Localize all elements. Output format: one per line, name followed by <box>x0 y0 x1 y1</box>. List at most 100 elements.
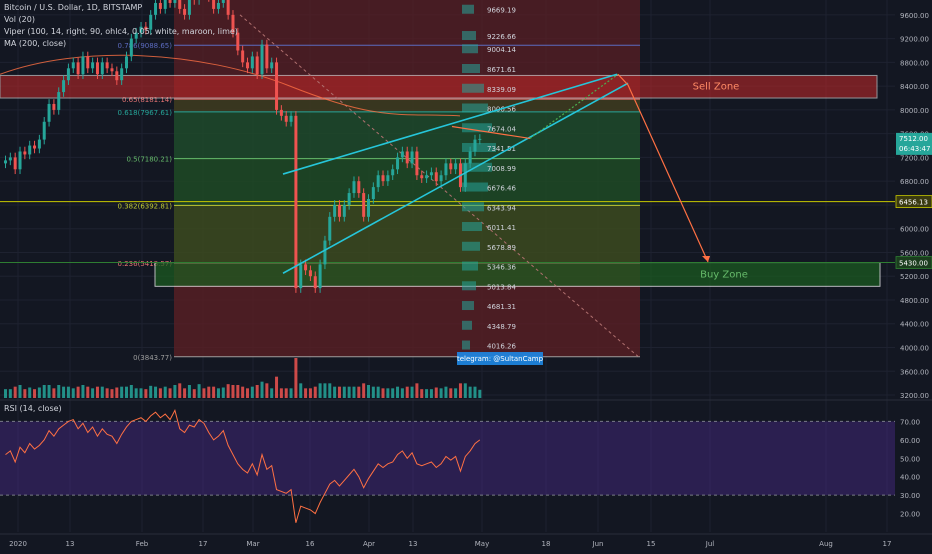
volume-bar <box>304 388 308 398</box>
legend-symbol[interactable]: Bitcoin / U.S. Dollar, 1D, BITSTAMP <box>4 3 143 12</box>
candle-body <box>386 175 390 182</box>
candle-body <box>313 276 317 289</box>
candle-body <box>23 151 27 155</box>
volume-profile-label: 8671.61 <box>487 66 516 74</box>
volume-profile-bar <box>462 31 476 41</box>
volume-bar <box>173 385 177 398</box>
candle-body <box>163 0 167 9</box>
price-axis-label: 8800.00 <box>900 59 929 67</box>
telegram-label: telegram: @SultanCamp <box>457 355 544 363</box>
candle-body <box>410 151 414 164</box>
legend-volume[interactable]: Vol (20) <box>4 15 35 24</box>
volume-bar <box>202 388 206 398</box>
volume-bar <box>420 389 424 398</box>
volume-profile-label: 5013.84 <box>487 283 516 291</box>
volume-bar <box>289 388 293 398</box>
volume-bar <box>425 389 429 398</box>
time-axis-label: Jul <box>705 540 715 548</box>
candle-body <box>125 56 128 69</box>
forecast-segment-1 <box>451 125 531 140</box>
candle-body <box>33 145 37 149</box>
volume-bar <box>236 385 240 398</box>
rsi-axis-label: 30.00 <box>900 492 920 500</box>
price-axis-label: 6000.00 <box>900 226 929 234</box>
volume-profile-label: 4681.31 <box>487 303 516 311</box>
volume-bar <box>439 388 443 398</box>
candle-body <box>42 121 46 140</box>
legend-viper[interactable]: Viper (100, 14, right, 90, ohlc4, 0.05, … <box>4 27 238 36</box>
volume-bar <box>241 386 245 398</box>
candle-body <box>284 115 288 122</box>
candle-body <box>342 204 346 217</box>
rsi-band <box>0 421 895 496</box>
candle-body <box>158 2 162 9</box>
volume-profile-bar <box>462 83 484 93</box>
volume-profile-label: 7008.99 <box>487 165 516 173</box>
volume-bar <box>212 386 216 398</box>
candle-body <box>376 175 380 188</box>
volume-bar <box>333 386 337 398</box>
legend-rsi[interactable]: RSI (14, close) <box>4 404 62 413</box>
candle-body <box>328 216 332 241</box>
candle-body <box>318 264 322 289</box>
legend-ma[interactable]: MA (200, close) <box>4 39 67 48</box>
time-axis-label: 15 <box>647 540 656 548</box>
time-axis-label: Feb <box>136 540 149 548</box>
fib-zone-fill <box>174 0 640 46</box>
fib-level-label: 0.236(5418.57) <box>118 260 173 268</box>
price-marker-tag <box>895 256 932 269</box>
volume-profile-label: 7674.04 <box>487 125 516 133</box>
candle-body <box>444 163 448 176</box>
volume-profile-label: 6343.94 <box>487 204 516 212</box>
volume-bar <box>4 389 7 398</box>
volume-bar <box>18 385 22 398</box>
candle-body <box>357 181 361 194</box>
volume-profile-label: 8339.09 <box>487 86 516 94</box>
candle-body <box>4 160 7 164</box>
price-axis-label: 9600.00 <box>900 12 929 20</box>
volume-bar <box>207 386 211 398</box>
candle-body <box>81 56 85 75</box>
candle-body <box>62 80 66 93</box>
rsi-axis-label: 50.00 <box>900 455 920 463</box>
volume-bar <box>275 376 279 398</box>
candle-body <box>95 62 99 75</box>
candle-body <box>139 26 143 33</box>
candle-body <box>187 0 191 15</box>
candle-body <box>91 62 95 69</box>
candle-body <box>226 0 230 15</box>
volume-bar <box>47 385 51 398</box>
time-axis-label: 16 <box>306 540 315 548</box>
candle-body <box>468 151 472 164</box>
price-axis-label: 3200.00 <box>900 392 929 400</box>
volume-bar <box>91 388 95 398</box>
volume-profile-label: 6676.46 <box>487 185 516 193</box>
volume-bar <box>110 389 114 398</box>
candle-body <box>434 172 438 182</box>
volume-bar <box>265 383 269 398</box>
price-axis-label: 3600.00 <box>900 368 929 376</box>
volume-bar <box>381 388 385 398</box>
volume-bar <box>71 388 75 398</box>
volume-bar <box>449 388 453 398</box>
volume-profile-bar <box>462 103 488 113</box>
price-axis-label: 4800.00 <box>900 297 929 305</box>
current-price-value: 7512.00 <box>899 135 928 143</box>
volume-bar <box>250 386 254 398</box>
volume-bar <box>105 388 109 398</box>
volume-bar <box>313 386 317 398</box>
candle-body <box>333 204 337 217</box>
volume-profile-label: 9669.19 <box>487 7 516 15</box>
volume-bar <box>13 386 17 398</box>
volume-bar <box>28 387 32 398</box>
volume-bar <box>454 388 458 398</box>
candle-body <box>76 62 80 75</box>
price-axis-label: 8000.00 <box>900 107 929 115</box>
volume-bar <box>429 389 433 398</box>
volume-profile-bar <box>462 143 496 153</box>
volume-bar <box>434 387 438 398</box>
candle-body <box>337 204 341 217</box>
candle-body <box>255 56 259 75</box>
